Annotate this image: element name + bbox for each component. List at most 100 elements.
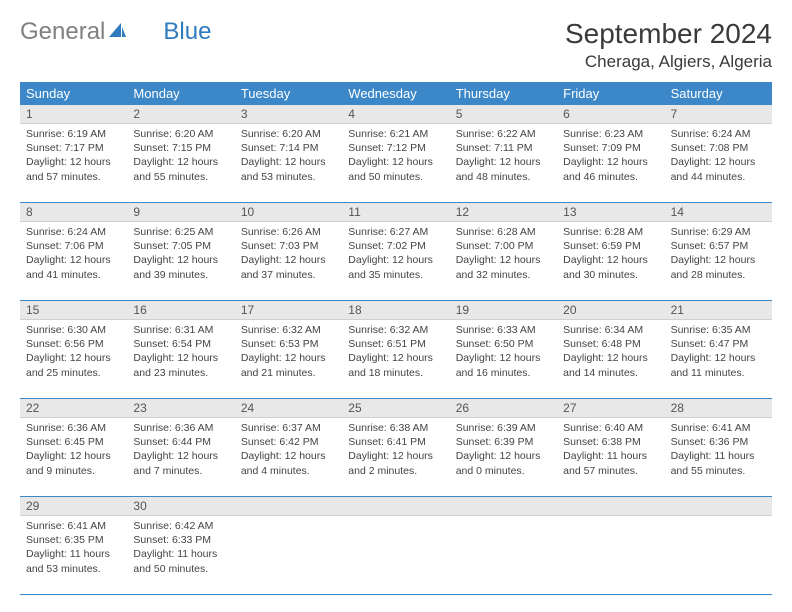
daylight2-text: and 50 minutes. <box>348 170 443 184</box>
day-number: 22 <box>20 399 127 417</box>
day-number <box>557 497 664 515</box>
day-number: 13 <box>557 203 664 221</box>
sunset-text: Sunset: 6:59 PM <box>563 239 658 253</box>
daylight2-text: and 9 minutes. <box>26 464 121 478</box>
daylight2-text: and 50 minutes. <box>133 562 228 576</box>
sunset-text: Sunset: 6:48 PM <box>563 337 658 351</box>
day-number: 12 <box>450 203 557 221</box>
sunrise-text: Sunrise: 6:41 AM <box>26 519 121 533</box>
month-title: September 2024 <box>565 18 772 50</box>
day-number: 2 <box>127 105 234 123</box>
day-header: Friday <box>557 82 664 105</box>
daylight1-text: Daylight: 12 hours <box>456 449 551 463</box>
day-cell: Sunrise: 6:33 AMSunset: 6:50 PMDaylight:… <box>450 320 557 398</box>
sunset-text: Sunset: 7:09 PM <box>563 141 658 155</box>
day-cell: Sunrise: 6:21 AMSunset: 7:12 PMDaylight:… <box>342 124 449 202</box>
sunset-text: Sunset: 6:50 PM <box>456 337 551 351</box>
daylight2-text: and 39 minutes. <box>133 268 228 282</box>
daylight1-text: Daylight: 12 hours <box>241 253 336 267</box>
day-number-row: 15161718192021 <box>20 301 772 320</box>
sunset-text: Sunset: 7:05 PM <box>133 239 228 253</box>
day-info: Sunrise: 6:30 AMSunset: 6:56 PMDaylight:… <box>26 323 121 380</box>
daylight2-text: and 46 minutes. <box>563 170 658 184</box>
day-header: Tuesday <box>235 82 342 105</box>
daylight1-text: Daylight: 12 hours <box>133 155 228 169</box>
sunset-text: Sunset: 6:53 PM <box>241 337 336 351</box>
logo-text-blue: Blue <box>163 18 211 46</box>
sunrise-text: Sunrise: 6:26 AM <box>241 225 336 239</box>
day-info: Sunrise: 6:39 AMSunset: 6:39 PMDaylight:… <box>456 421 551 478</box>
day-number <box>450 497 557 515</box>
daylight2-text: and 25 minutes. <box>26 366 121 380</box>
daylight1-text: Daylight: 12 hours <box>671 351 766 365</box>
day-info: Sunrise: 6:41 AMSunset: 6:36 PMDaylight:… <box>671 421 766 478</box>
day-cell: Sunrise: 6:40 AMSunset: 6:38 PMDaylight:… <box>557 418 664 496</box>
sunrise-text: Sunrise: 6:29 AM <box>671 225 766 239</box>
day-header: Sunday <box>20 82 127 105</box>
sunset-text: Sunset: 7:08 PM <box>671 141 766 155</box>
day-cell: Sunrise: 6:30 AMSunset: 6:56 PMDaylight:… <box>20 320 127 398</box>
sunset-text: Sunset: 7:06 PM <box>26 239 121 253</box>
day-cell: Sunrise: 6:37 AMSunset: 6:42 PMDaylight:… <box>235 418 342 496</box>
sunset-text: Sunset: 7:17 PM <box>26 141 121 155</box>
day-number: 17 <box>235 301 342 319</box>
sunset-text: Sunset: 7:11 PM <box>456 141 551 155</box>
day-cell: Sunrise: 6:24 AMSunset: 7:06 PMDaylight:… <box>20 222 127 300</box>
sunrise-text: Sunrise: 6:22 AM <box>456 127 551 141</box>
day-cell: Sunrise: 6:32 AMSunset: 6:53 PMDaylight:… <box>235 320 342 398</box>
day-number: 30 <box>127 497 234 515</box>
sunrise-text: Sunrise: 6:24 AM <box>671 127 766 141</box>
day-cell: Sunrise: 6:39 AMSunset: 6:39 PMDaylight:… <box>450 418 557 496</box>
daylight2-text: and 30 minutes. <box>563 268 658 282</box>
daylight1-text: Daylight: 12 hours <box>456 155 551 169</box>
daylight1-text: Daylight: 12 hours <box>348 253 443 267</box>
day-info: Sunrise: 6:41 AMSunset: 6:35 PMDaylight:… <box>26 519 121 576</box>
sunrise-text: Sunrise: 6:38 AM <box>348 421 443 435</box>
daylight1-text: Daylight: 12 hours <box>671 155 766 169</box>
day-cell: Sunrise: 6:36 AMSunset: 6:45 PMDaylight:… <box>20 418 127 496</box>
sunset-text: Sunset: 7:03 PM <box>241 239 336 253</box>
day-info: Sunrise: 6:22 AMSunset: 7:11 PMDaylight:… <box>456 127 551 184</box>
sunset-text: Sunset: 6:51 PM <box>348 337 443 351</box>
day-number: 27 <box>557 399 664 417</box>
daylight1-text: Daylight: 12 hours <box>348 155 443 169</box>
day-number-row: 22232425262728 <box>20 399 772 418</box>
day-info: Sunrise: 6:29 AMSunset: 6:57 PMDaylight:… <box>671 225 766 282</box>
daylight2-text: and 21 minutes. <box>241 366 336 380</box>
day-cell <box>235 516 342 594</box>
sunset-text: Sunset: 7:15 PM <box>133 141 228 155</box>
day-cell: Sunrise: 6:28 AMSunset: 7:00 PMDaylight:… <box>450 222 557 300</box>
sunrise-text: Sunrise: 6:34 AM <box>563 323 658 337</box>
day-cell <box>342 516 449 594</box>
day-cell: Sunrise: 6:20 AMSunset: 7:14 PMDaylight:… <box>235 124 342 202</box>
daylight1-text: Daylight: 12 hours <box>133 253 228 267</box>
day-cell: Sunrise: 6:24 AMSunset: 7:08 PMDaylight:… <box>665 124 772 202</box>
sunset-text: Sunset: 6:41 PM <box>348 435 443 449</box>
sunset-text: Sunset: 6:45 PM <box>26 435 121 449</box>
day-info: Sunrise: 6:38 AMSunset: 6:41 PMDaylight:… <box>348 421 443 478</box>
sunset-text: Sunset: 6:36 PM <box>671 435 766 449</box>
day-number: 25 <box>342 399 449 417</box>
day-cell <box>450 516 557 594</box>
day-info: Sunrise: 6:36 AMSunset: 6:45 PMDaylight:… <box>26 421 121 478</box>
day-number: 26 <box>450 399 557 417</box>
day-info: Sunrise: 6:32 AMSunset: 6:53 PMDaylight:… <box>241 323 336 380</box>
daylight2-text: and 18 minutes. <box>348 366 443 380</box>
day-number: 8 <box>20 203 127 221</box>
sunset-text: Sunset: 6:35 PM <box>26 533 121 547</box>
day-number: 7 <box>665 105 772 123</box>
day-info: Sunrise: 6:21 AMSunset: 7:12 PMDaylight:… <box>348 127 443 184</box>
day-number: 21 <box>665 301 772 319</box>
day-number: 18 <box>342 301 449 319</box>
week-row: Sunrise: 6:41 AMSunset: 6:35 PMDaylight:… <box>20 516 772 595</box>
daylight2-text: and 23 minutes. <box>133 366 228 380</box>
sunrise-text: Sunrise: 6:21 AM <box>348 127 443 141</box>
daylight1-text: Daylight: 12 hours <box>133 351 228 365</box>
daylight2-text: and 11 minutes. <box>671 366 766 380</box>
sunrise-text: Sunrise: 6:41 AM <box>671 421 766 435</box>
day-number <box>665 497 772 515</box>
day-info: Sunrise: 6:34 AMSunset: 6:48 PMDaylight:… <box>563 323 658 380</box>
day-cell: Sunrise: 6:27 AMSunset: 7:02 PMDaylight:… <box>342 222 449 300</box>
day-number: 29 <box>20 497 127 515</box>
daylight1-text: Daylight: 12 hours <box>456 351 551 365</box>
